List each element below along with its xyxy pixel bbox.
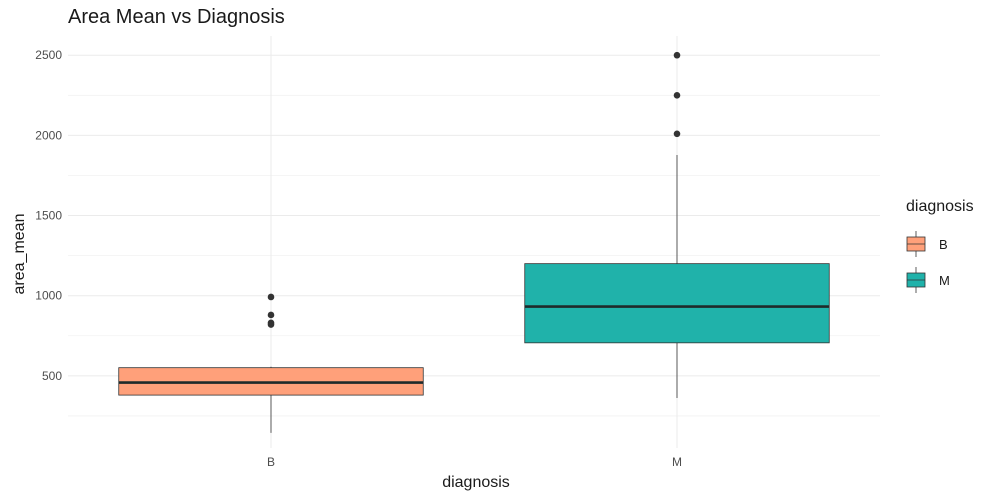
outlier-point: [267, 293, 275, 301]
tick-labels: 500 1000 1500 2000 2500 B M: [35, 48, 682, 469]
box-B: [118, 293, 424, 433]
x-tick-label: M: [672, 455, 682, 469]
x-tick-label: B: [267, 455, 275, 469]
outlier-point: [673, 51, 681, 59]
outlier-point: [267, 311, 275, 319]
y-tick-label: 2500: [35, 48, 62, 62]
x-axis-title: diagnosis: [442, 474, 510, 491]
outlier-point: [673, 92, 681, 99]
outlier-point: [267, 321, 275, 328]
legend: diagnosis B M: [906, 198, 974, 298]
box-M: [524, 51, 830, 398]
legend-item-M: M: [906, 262, 974, 298]
y-axis-title: area_mean: [11, 214, 28, 295]
legend-label: M: [939, 272, 950, 288]
legend-title: diagnosis: [906, 198, 974, 215]
y-tick-label: 500: [42, 369, 62, 383]
chart-title: Area Mean vs Diagnosis: [68, 6, 285, 28]
box-body: [524, 263, 830, 344]
y-tick-label: 1000: [35, 289, 62, 303]
y-tick-label: 1500: [35, 209, 62, 223]
outlier-point: [673, 130, 681, 138]
legend-item-B: B: [906, 226, 974, 262]
legend-label: B: [939, 236, 948, 252]
legend-key-B: [906, 229, 926, 259]
boxes: [118, 51, 830, 433]
legend-key-M: [906, 265, 926, 295]
y-tick-label: 2000: [35, 128, 62, 142]
